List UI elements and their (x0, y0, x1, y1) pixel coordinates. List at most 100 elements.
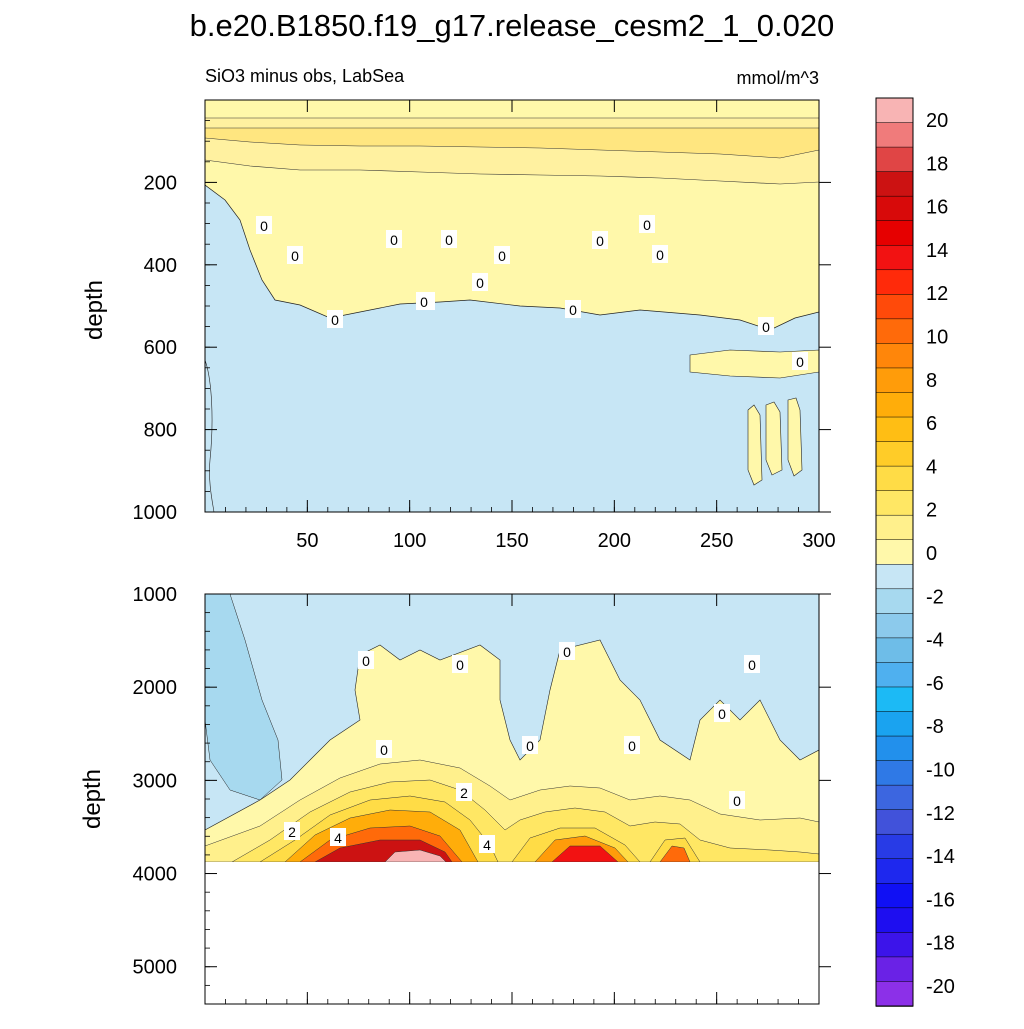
upper-contour-label-bg (327, 310, 343, 328)
colorbar-label: -2 (926, 586, 944, 608)
colorbar: 20181614121086420-2-4-6-8-10-12-14-16-18… (875, 97, 955, 1007)
lower-ytick-label: 2000 (133, 677, 178, 699)
upper-contour-label-bg (592, 231, 608, 249)
lower-contour-label-bg (744, 655, 760, 673)
upper-band-2-positive (205, 127, 819, 159)
upper-contour-label-bg (472, 273, 488, 291)
colorbar-swatch (875, 97, 914, 124)
lower-axis-labels: 1000 2000 3000 4000 5000 (133, 584, 178, 979)
colorbar-swatch (875, 588, 914, 615)
colorbar-swatch (875, 686, 914, 713)
colorbar-swatch (875, 146, 914, 173)
upper-axis-ticks (205, 100, 831, 513)
colorbar-swatch (875, 294, 914, 320)
upper-contour-label: 0 (390, 232, 398, 248)
lower-band-5b (551, 845, 619, 862)
upper-blob-650 (689, 349, 819, 379)
upper-blob-800b (765, 401, 783, 476)
colorbar-labels: 20181614121086420-2-4-6-8-10-12-14-16-18… (926, 110, 955, 998)
lower-contour-label-bg (376, 740, 392, 758)
lower-left-deep-negative (205, 594, 283, 801)
lower-contour-label: 0 (718, 706, 726, 722)
lower-contour-label: 0 (380, 742, 388, 758)
upper-axis-labels: 50 100 150 200 250 300 200 400 600 800 1000 (133, 172, 836, 552)
colorbar-label: 12 (926, 283, 948, 305)
lower-contour-label-bg (284, 822, 300, 840)
colorbar-swatch (875, 195, 914, 222)
lower-peak (384, 849, 447, 862)
chart-subtitle-right: mmol/m^3 (737, 68, 819, 88)
upper-ytick-label: 1000 (133, 502, 178, 524)
lower-ytick-label: 3000 (133, 770, 178, 792)
upper-ylabel: depth (81, 280, 108, 340)
colorbar-swatch (875, 220, 914, 246)
upper-contour-label-bg (287, 246, 303, 264)
lower-contour-label-bg (456, 783, 472, 801)
lower-contour-label: 0 (526, 738, 534, 754)
lower-contour-label-bg (479, 835, 495, 853)
upper-contour-label: 0 (656, 247, 664, 263)
colorbar-label: -8 (926, 716, 944, 738)
colorbar-swatch (875, 244, 914, 271)
upper-xtick-label: 250 (700, 530, 733, 552)
colorbar-swatch (875, 564, 914, 590)
upper-contour-label: 0 (291, 248, 299, 264)
upper-contour-label-bg (494, 246, 510, 264)
colorbar-swatch (875, 735, 914, 762)
upper-xtick-label: 100 (393, 530, 426, 552)
lower-contour-label-bg (330, 828, 346, 846)
colorbar-swatch (875, 343, 914, 369)
upper-contour-label-bg (639, 215, 655, 233)
lower-contour-label: 0 (362, 653, 370, 669)
upper-contour-label: 0 (498, 248, 506, 264)
upper-contour-label: 0 (420, 294, 428, 310)
colorbar-swatch (875, 637, 914, 664)
colorbar-swatch (875, 490, 914, 516)
colorbar-swatch (875, 367, 914, 394)
colorbar-label: -10 (926, 760, 955, 782)
colorbar-swatch (875, 711, 914, 737)
colorbar-swatch (875, 318, 914, 345)
colorbar-swatches (875, 97, 914, 1007)
upper-xtick-label: 50 (296, 530, 318, 552)
colorbar-swatch (875, 809, 914, 835)
colorbar-swatch (875, 956, 914, 983)
upper-contour-label: 0 (476, 275, 484, 291)
lower-ytick-label: 5000 (133, 957, 178, 979)
upper-contour-label-bg (441, 230, 457, 248)
colorbar-swatch (875, 932, 914, 958)
upper-contour-label: 0 (260, 218, 268, 234)
colorbar-swatch (875, 441, 914, 467)
colorbar-swatch (875, 514, 914, 541)
lower-contour-label: 4 (483, 837, 491, 853)
lower-contour-label-bg (559, 642, 575, 660)
colorbar-label: 16 (926, 197, 948, 219)
colorbar-frame (875, 97, 914, 1007)
upper-blob-800c (787, 397, 803, 477)
colorbar-label: 10 (926, 327, 948, 349)
lower-contour-label-bg (714, 704, 730, 722)
colorbar-swatch (875, 858, 914, 885)
colorbar-swatch (875, 465, 914, 492)
colorbar-swatch (875, 760, 914, 786)
lower-contour-label: 0 (456, 657, 464, 673)
upper-contour-label: 0 (596, 233, 604, 249)
lower-contour-label-bg (624, 736, 640, 754)
upper-contour-label: 0 (762, 319, 770, 335)
upper-ytick-label: 800 (144, 420, 177, 442)
lower-ylabel: depth (79, 769, 106, 829)
lower-contour-labels: 0 0 0 0 0 0 0 0 0 2 2 4 4 (284, 642, 760, 853)
colorbar-swatch (875, 662, 914, 688)
lower-ytick-label: 4000 (133, 864, 178, 886)
upper-left-contour (205, 359, 215, 512)
lower-contour-label: 2 (288, 824, 296, 840)
lower-contour-label: 0 (733, 793, 741, 809)
colorbar-swatch (875, 171, 914, 197)
lower-contour-label: 2 (460, 785, 468, 801)
lower-panel: 1000 2000 3000 4000 5000 depth 0 0 0 0 0 0 0 0 0 2 2 4 4 (79, 584, 831, 1005)
lower-contour-label: 0 (628, 738, 636, 754)
colorbar-swatch (875, 269, 914, 296)
upper-contour-label-bg (416, 292, 432, 310)
colorbar-swatch (875, 784, 914, 811)
